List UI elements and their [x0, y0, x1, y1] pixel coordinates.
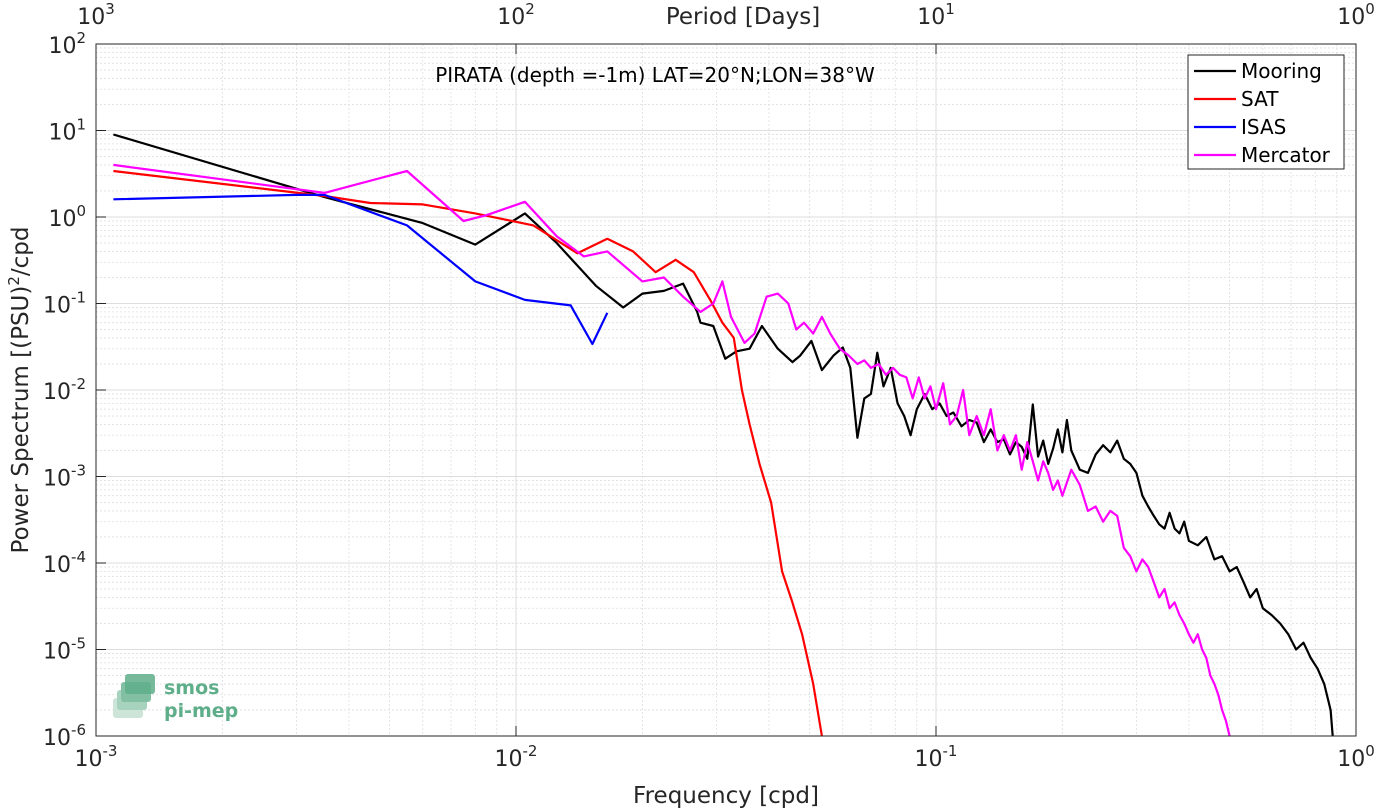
axis-ticks: 10-3 10-2 10-1 100 10-6 10-5 10-4 10-3 10-2 10-1 1… — [43, 0, 1375, 772]
chart-title: PIRATA (depth =-1m) LAT=20°N;LON=38°W — [435, 63, 875, 87]
y-tick-label: 10-1 — [43, 289, 86, 319]
series-line-isas — [113, 193, 609, 346]
legend-label-mooring: Mooring — [1241, 59, 1322, 83]
y-tick-label: 102 — [48, 29, 86, 59]
y-tick-label: 10-6 — [43, 721, 86, 751]
top-tick-label: 103 — [77, 0, 115, 30]
y-tick-label: 10-4 — [43, 548, 86, 578]
legend-label-mercator: Mercator — [1241, 143, 1331, 167]
x-tick-label: 100 — [1337, 742, 1375, 772]
y-axis-label-sup: 2 — [5, 276, 23, 286]
legend-box — [1187, 54, 1345, 170]
top-axis-label: Period [Days] — [666, 4, 820, 30]
logo-line1: smos — [164, 677, 219, 699]
grid — [96, 44, 1356, 736]
y-tick-label: 10-2 — [43, 375, 86, 405]
y-tick-label: 101 — [48, 116, 86, 146]
x-tick-label: 10-3 — [75, 742, 118, 772]
x-tick-label: 10-1 — [915, 742, 958, 772]
x-axis-label: Frequency [cpd] — [633, 783, 819, 809]
y-axis-label: Power Spectrum [(PSU)2/cpd — [5, 227, 34, 554]
series-line-mercator — [113, 163, 1231, 737]
y-tick-label: 10-3 — [43, 462, 86, 492]
top-tick-label: 100 — [1337, 0, 1375, 30]
y-tick-label: 100 — [48, 202, 86, 232]
series-lines — [113, 133, 1334, 737]
legend-label-isas: ISAS — [1241, 115, 1286, 139]
y-tick-label: 10-5 — [43, 635, 86, 665]
logo-line2: pi-mep — [164, 700, 238, 722]
series-line-mooring — [113, 133, 1334, 737]
y-axis-label-suffix: /cpd — [8, 227, 34, 277]
legend-label-sat: SAT — [1241, 87, 1279, 111]
top-tick-label: 101 — [917, 0, 955, 30]
x-tick-label: 10-2 — [495, 742, 538, 772]
smos-pi-mep-logo: smos pi-mep — [113, 674, 238, 722]
top-tick-label: 102 — [497, 0, 535, 30]
y-axis-label-main: Power Spectrum [(PSU) — [8, 286, 34, 554]
legend: Mooring SAT ISAS Mercator — [1187, 54, 1345, 170]
series-line-sat — [113, 169, 823, 737]
